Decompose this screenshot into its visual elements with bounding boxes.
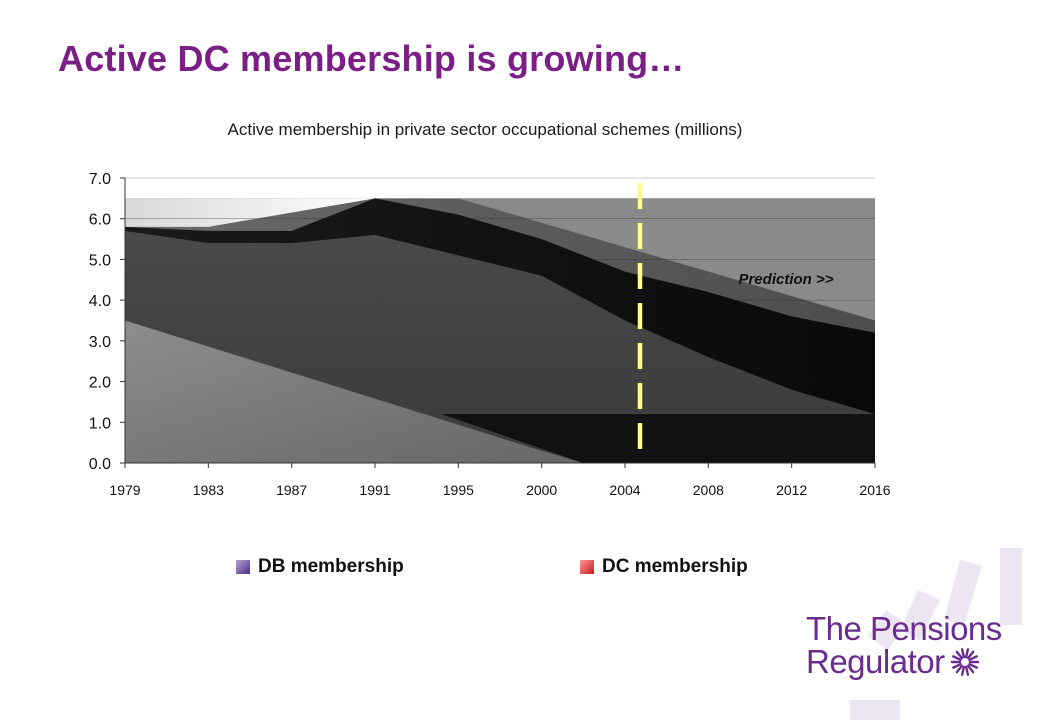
legend-item-dc: DC membership (580, 556, 748, 578)
logo-line2-wrap: Regulator (806, 645, 1002, 678)
base-band (441, 414, 875, 463)
x-tick-label: 2004 (609, 482, 640, 498)
x-tick-label: 1983 (193, 482, 224, 498)
db-shading (125, 320, 584, 463)
x-tick-label: 1979 (109, 482, 140, 498)
y-tick-label: 1.0 (89, 415, 111, 432)
logo-line2: Regulator (806, 643, 945, 680)
x-tick-label: 1991 (359, 482, 390, 498)
x-tick-label: 1995 (443, 482, 474, 498)
series-area-dc (125, 198, 875, 415)
y-tick-label: 7.0 (89, 171, 111, 188)
y-tick-label: 4.0 (89, 293, 111, 310)
pensions-regulator-logo: The Pensions Regulator (806, 612, 1002, 678)
x-tick-label: 2012 (776, 482, 807, 498)
legend-label-dc: DC membership (602, 556, 748, 577)
legend-item-db: DB membership (236, 556, 404, 578)
area-chart: 0.0 1.0 2.0 3.0 4.0 5.0 6.0 7.0 1979 1983 1987 1991… (89, 171, 891, 498)
legend-swatch-dc (580, 560, 594, 574)
x-tick-label: 2016 (859, 482, 890, 498)
plot-highlight (125, 198, 375, 227)
x-tick-label: 2000 (526, 482, 557, 498)
y-tick-label: 2.0 (89, 375, 111, 392)
legend-swatch-db (236, 560, 250, 574)
sunburst-icon (950, 647, 979, 676)
forecast-band (458, 198, 875, 321)
slide-title: Active DC membership is growing… (58, 38, 685, 79)
x-tick-label: 2008 (693, 482, 724, 498)
y-tick-label: 6.0 (89, 212, 111, 229)
y-tick-label: 0.0 (89, 456, 111, 473)
legend-label-db: DB membership (258, 556, 404, 577)
prediction-annotation: Prediction >> (738, 271, 833, 288)
chart-title: Active membership in private sector occu… (227, 120, 743, 139)
y-tick-label: 5.0 (89, 252, 111, 269)
x-tick-label: 1987 (276, 482, 307, 498)
y-tick-label: 3.0 (89, 334, 111, 351)
logo-line1: The Pensions (806, 610, 1002, 647)
